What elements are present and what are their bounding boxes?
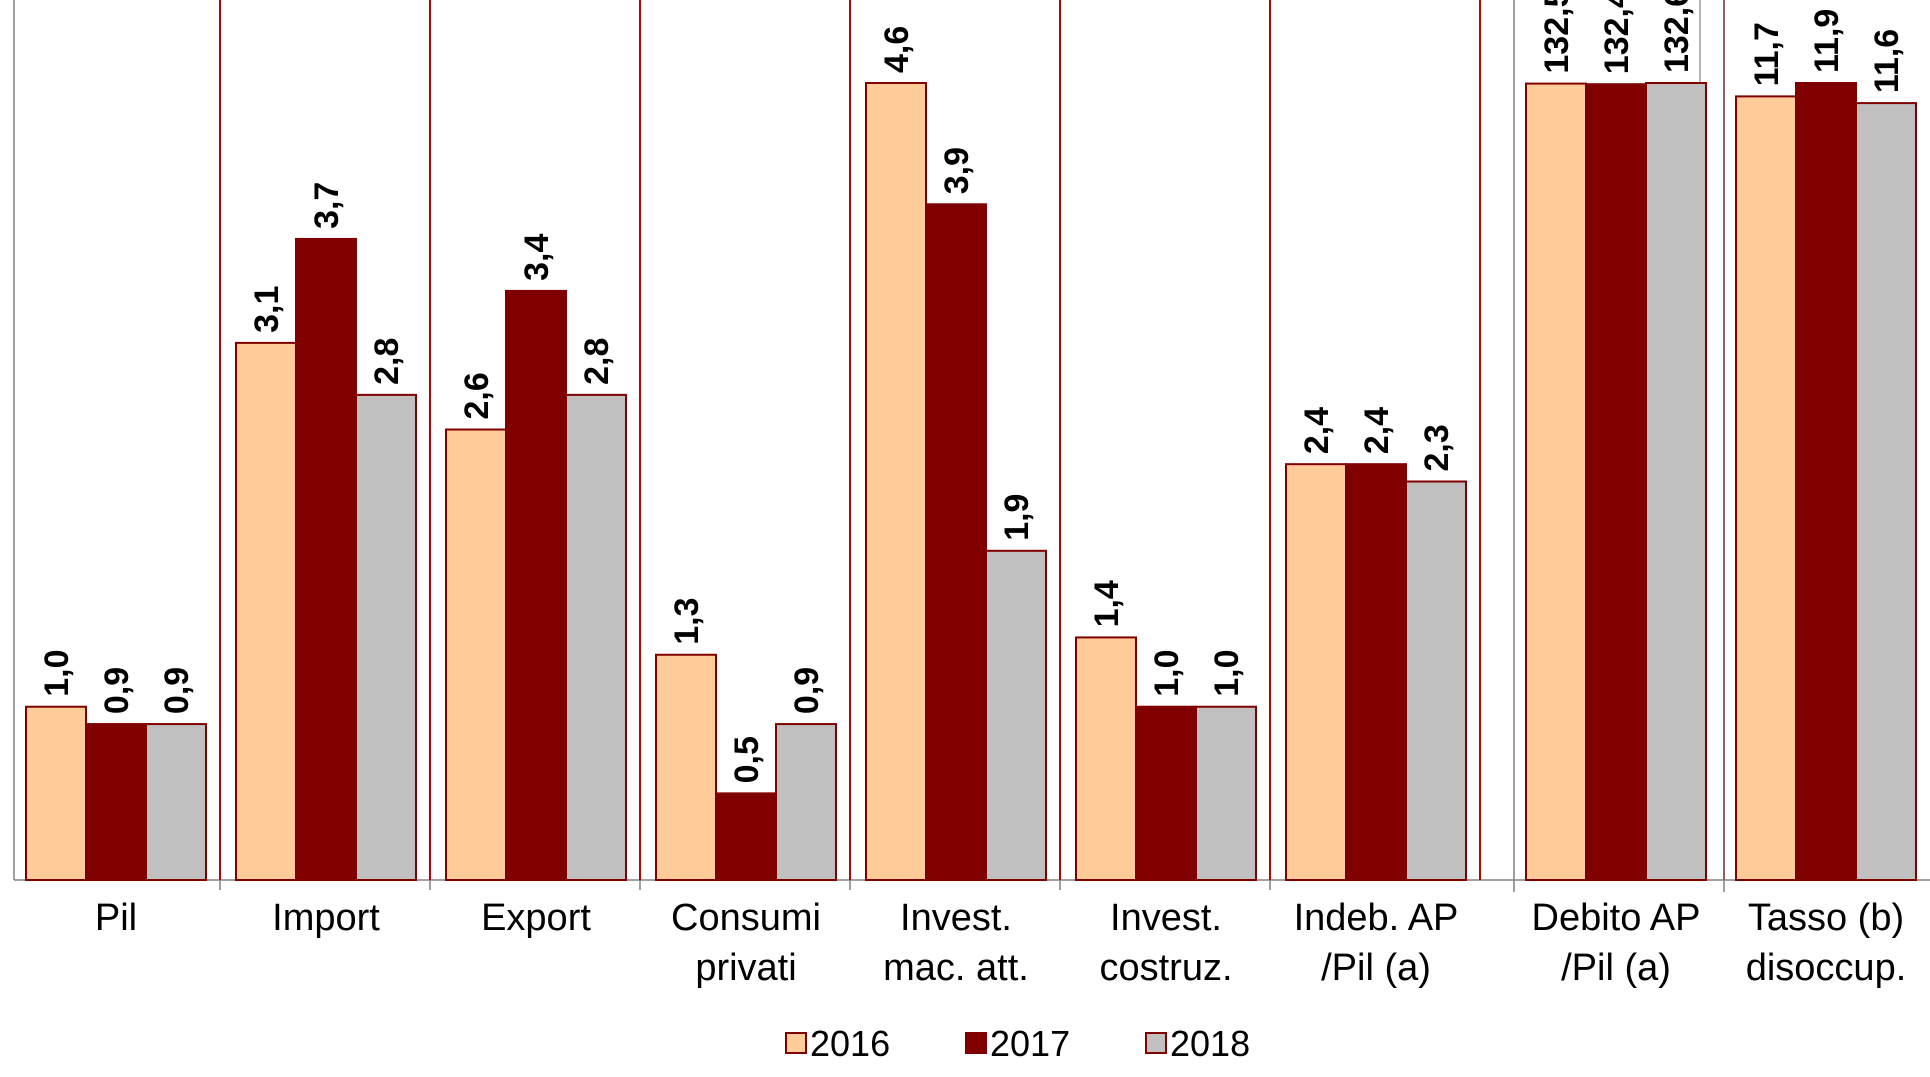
category-label: /Pil (a) [1321,947,1431,989]
data-label: 0,9 [158,667,196,714]
bar-2017 [1585,83,1647,882]
bar-2017 [1345,463,1407,881]
category-label: Import [272,897,380,939]
category-label: Invest. [900,897,1012,939]
bar-2018 [145,723,207,882]
legend-label: 2017 [990,1023,1070,1064]
bar-2016 [235,341,297,881]
bar-2018 [985,549,1047,881]
data-label: 1,9 [998,494,1036,541]
data-label: 1,3 [668,597,706,644]
legend-swatch-2018 [1145,1032,1167,1054]
bar-2018 [565,393,627,881]
data-label: 2,8 [578,338,616,385]
data-label: 2,4 [1358,407,1396,454]
bar-2016 [865,82,927,881]
bar-2017 [85,723,147,882]
bar-2017 [1795,82,1857,881]
data-label: 132,6 [1658,0,1696,73]
bar-2016 [445,428,507,881]
bar-2016 [1075,636,1137,881]
data-label: 2,4 [1298,407,1336,454]
category-label: Export [481,897,591,939]
data-label: 1,0 [38,649,76,696]
data-label: 0,9 [98,667,136,714]
bar-2017 [1135,705,1197,881]
category-label: Pil [95,897,137,939]
category-labels: Pil Import Export Consumi privati Invest. mac.… [95,897,1906,989]
bar-2017 [295,237,357,882]
data-label: 1,0 [1208,649,1246,696]
data-label: 1,0 [1148,649,1186,696]
data-label: 11,6 [1868,29,1906,93]
bar-2016 [1525,82,1587,881]
data-label: 2,3 [1418,424,1456,471]
data-label: 0,9 [788,667,826,714]
data-label: 3,1 [248,286,286,333]
bar-2018 [775,723,837,882]
category-label: Invest. [1110,897,1222,939]
category-label: costruz. [1099,947,1232,989]
bar-2016 [25,705,87,881]
category-label: Indeb. AP [1294,897,1459,939]
bar-2018 [1855,102,1917,882]
legend-label: 2016 [810,1023,890,1064]
bar-2018 [355,393,417,881]
data-label: 132,4 [1598,0,1636,74]
legend-label: 2018 [1170,1023,1250,1064]
category-label: privati [695,947,796,989]
data-label: 132,5 [1538,0,1576,74]
data-label: 2,6 [458,372,496,419]
legend-swatch-2016 [785,1032,807,1054]
bar-2018 [1645,82,1707,881]
bar-2018 [1405,480,1467,881]
category-label: Debito AP [1532,897,1701,939]
data-label: 1,4 [1088,580,1126,627]
category-label: Tasso (b) [1748,897,1904,939]
bar-2017 [505,289,567,882]
bar-2016 [655,653,717,881]
category-label: /Pil (a) [1561,947,1671,989]
data-label: 0,5 [728,736,766,783]
bars [25,82,1917,882]
data-label: 3,9 [938,147,976,194]
data-label: 2,8 [368,338,406,385]
category-label: mac. att. [883,947,1029,989]
category-label: Consumi [671,897,821,939]
bar-2018 [1195,705,1257,881]
data-label: 11,7 [1748,22,1786,86]
bar-2017 [715,792,777,881]
data-label: 4,6 [878,26,916,73]
bar-2017 [925,203,987,882]
data-label: 3,4 [518,234,556,281]
legend: 2016 2017 2018 [785,1023,1250,1064]
bar-2016 [1285,463,1347,881]
bar-2016 [1735,95,1797,881]
value-labels: 1,0 0,9 0,9 3,1 3,7 2,8 2,6 3,4 2,8 1,3 0,5 0,9 4,6 3… [38,0,1906,783]
data-label: 11,9 [1808,9,1846,73]
legend-swatch-2017 [965,1032,987,1054]
category-label: disoccup. [1746,947,1907,989]
data-label: 3,7 [308,182,346,229]
